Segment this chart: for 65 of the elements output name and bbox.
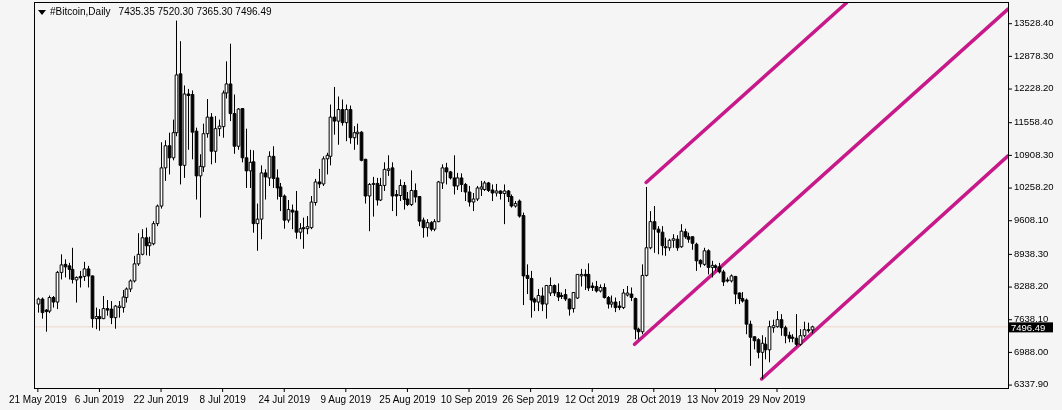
x-tick-label: 26 Sep 2019 (502, 394, 560, 405)
candlestick (113, 304, 118, 330)
y-tick-label: 9608.10 (1014, 214, 1049, 226)
candlestick (536, 288, 541, 312)
candlestick (479, 180, 484, 197)
x-tick-label: 9 Aug 2019 (320, 394, 372, 405)
candlestick (706, 248, 711, 275)
y-tick-label: 6337.90 (1014, 378, 1049, 390)
candlestick (594, 280, 599, 294)
candlestick (444, 162, 449, 185)
candlestick (810, 325, 815, 334)
candlestick (63, 258, 68, 278)
x-tick-label: 12 Oct 2019 (564, 394, 620, 405)
candlestick (794, 313, 799, 347)
x-tick-label: 24 Jul 2019 (258, 394, 311, 405)
candlestick (213, 115, 218, 164)
x-tick-label: 10 Sep 2019 (440, 394, 498, 405)
x-tick-label: 25 Aug 2019 (379, 394, 436, 405)
y-tick-label: 6988.00 (1014, 345, 1049, 357)
candlestick (425, 218, 430, 238)
candlestick (109, 300, 114, 325)
candlestick (556, 282, 561, 302)
candlestick (301, 217, 306, 250)
candlestick (144, 227, 149, 256)
y-tick-label: 8938.30 (1014, 247, 1049, 259)
candlestick (613, 297, 618, 313)
candlestick (690, 235, 695, 251)
y-tick-label: 12228.20 (1014, 82, 1054, 94)
candlestick (121, 289, 126, 314)
y-tick-label: 13528.40 (1014, 17, 1054, 29)
y-tick-label: 8288.20 (1014, 280, 1049, 292)
chart-title: #Bitcoin,Daily (50, 6, 111, 17)
candlestick (609, 295, 614, 309)
y-tick-label: 12878.30 (1014, 49, 1054, 61)
chart-subtitle: 7435.35 7520.30 7365.30 7496.49 (118, 6, 272, 17)
candlestick (452, 154, 457, 195)
candlestick (760, 334, 765, 380)
candlestick (494, 183, 499, 198)
x-tick-label: 6 Jun 2019 (74, 394, 125, 405)
x-tick-label: 8 Jul 2019 (199, 394, 247, 405)
y-tick-label: 10258.20 (1014, 181, 1054, 193)
candlestick (490, 183, 495, 202)
candlestick (467, 185, 472, 208)
candlestick (671, 233, 676, 249)
candlestick (294, 190, 299, 240)
candlestick (502, 183, 507, 225)
candlestick (652, 205, 657, 254)
y-tick-label: 11558.40 (1014, 116, 1053, 128)
candlestick (482, 180, 487, 192)
candlestick (402, 181, 407, 211)
candlestick (409, 169, 414, 207)
candlestick (344, 104, 349, 142)
candlestick (767, 320, 772, 363)
x-tick-label: 28 Oct 2019 (626, 394, 682, 405)
candlestick (629, 286, 634, 302)
candlestick (660, 225, 665, 256)
y-tick-label: 10908.30 (1014, 148, 1054, 160)
x-tick-label: 13 Nov 2019 (687, 394, 745, 405)
x-tick-label: 22 Jun 2019 (133, 394, 189, 405)
candlestick (509, 194, 514, 209)
candlestick (733, 275, 738, 305)
x-tick-label: 21 May 2019 (8, 394, 68, 405)
candlestick (586, 262, 591, 292)
x-tick-label: 29 Nov 2019 (748, 394, 806, 405)
candlestick (806, 322, 811, 334)
